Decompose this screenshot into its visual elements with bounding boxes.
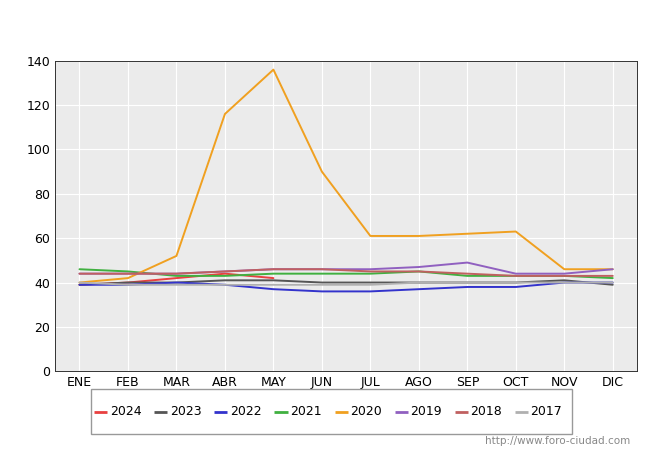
Text: 2021: 2021 bbox=[290, 405, 322, 418]
Text: 2020: 2020 bbox=[350, 405, 382, 418]
Text: 2023: 2023 bbox=[170, 405, 202, 418]
Text: 2019: 2019 bbox=[410, 405, 442, 418]
Text: 2018: 2018 bbox=[471, 405, 502, 418]
Text: 2017: 2017 bbox=[530, 405, 562, 418]
Text: 2024: 2024 bbox=[110, 405, 141, 418]
Text: 2022: 2022 bbox=[230, 405, 261, 418]
Text: Afiliados en Azaila a 31/5/2024: Afiliados en Azaila a 31/5/2024 bbox=[185, 9, 465, 27]
Text: http://www.foro-ciudad.com: http://www.foro-ciudad.com bbox=[486, 436, 630, 446]
